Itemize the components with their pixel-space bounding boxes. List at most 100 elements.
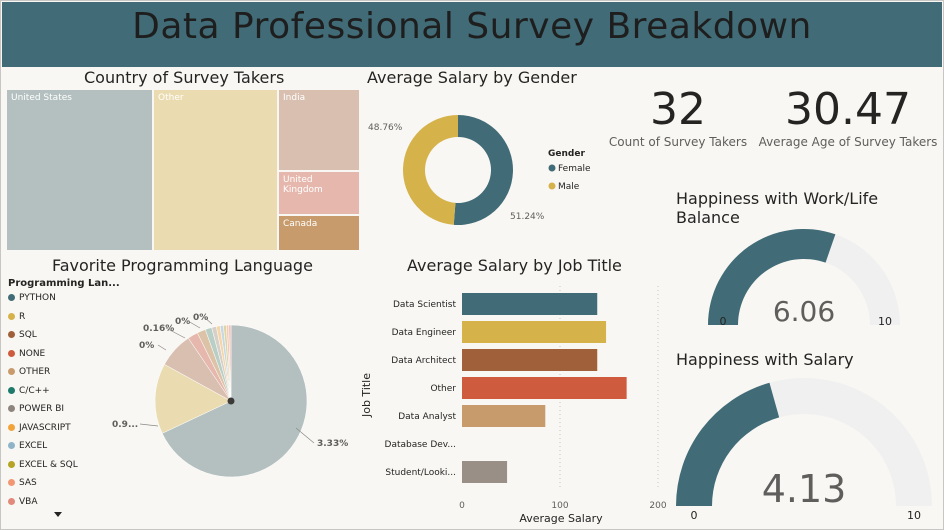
dashboard-header: Data Professional Survey Breakdown [2, 2, 942, 67]
job-bar-other[interactable] [462, 377, 627, 399]
gauge-value: 6.06 [773, 295, 835, 328]
legend-item-power-bi[interactable]: POWER BI [8, 404, 64, 414]
treemap-tile-united-states[interactable]: United States [6, 89, 153, 251]
legend-label: POWER BI [19, 404, 65, 414]
job-x-tick: 100 [551, 501, 568, 511]
pie-leader-lines [139, 316, 315, 444]
job-bar-data-architect[interactable] [462, 349, 598, 371]
job-x-axis-label: Average Salary [519, 512, 603, 525]
job-y-axis-label: Job Title [360, 373, 373, 418]
gauge-fill [676, 382, 780, 506]
job-bar-data-scientist[interactable] [462, 293, 598, 315]
job-bar-data-engineer[interactable] [462, 321, 607, 343]
job-chart-title: Average Salary by Job Title [407, 256, 622, 275]
job-bars: 0 100 200 Data Scientist Data Engineer Data A… [385, 286, 666, 511]
legend-dot [8, 479, 15, 486]
pie-slice-python[interactable] [161, 324, 308, 478]
legend-item-excel-sql[interactable]: EXCEL & SQL [8, 460, 78, 470]
pie-label-5: 0.9... [112, 420, 138, 430]
legend-item-none[interactable]: NONE [8, 349, 45, 359]
gauge-min-label: 0 [691, 509, 698, 522]
legend-label: SQL [19, 330, 37, 340]
legend-item-python[interactable]: PYTHON [8, 293, 56, 303]
legend-dot-female [548, 164, 556, 172]
language-legend-title: Programming Lan... [8, 278, 120, 289]
legend-dot [8, 386, 15, 394]
kpi-count-value: 32 [650, 84, 706, 135]
legend-item-vba[interactable]: VBA [8, 497, 38, 507]
job-x-tick: 0 [459, 501, 465, 511]
job-y-tick: Database Dev... [385, 440, 456, 450]
kpi-count-label: Count of Survey Takers [608, 135, 748, 149]
treemap-label: United States [11, 93, 72, 103]
job-bar-data-analyst[interactable] [462, 405, 546, 427]
treemap-tile-united-kingdom[interactable]: United Kingdom [278, 171, 360, 215]
legend-dot [8, 368, 15, 375]
legend-dot [8, 442, 15, 449]
legend-item-r[interactable]: R [8, 312, 25, 322]
donut-slice-male[interactable] [403, 115, 458, 225]
legend-label: VBA [19, 496, 38, 507]
language-pie-chart[interactable]: 0.16% 0% 0% 0% 0.9... 3.33% [100, 290, 360, 520]
legend-dot [8, 497, 15, 505]
female-pct-label: 51.24% [510, 212, 545, 222]
kpi-age-label: Average Age of Survey Takers [758, 135, 938, 149]
job-y-tick: Data Scientist [393, 300, 456, 310]
pie-label-2: 0% [175, 317, 190, 327]
legend-label: EXCEL [19, 441, 48, 451]
pie-center-dot [227, 397, 235, 405]
pie-slice-r[interactable] [154, 364, 232, 434]
treemap-tile-india[interactable]: India [278, 89, 360, 171]
dashboard-title: Data Professional Survey Breakdown [132, 6, 812, 47]
donut-slice-female[interactable] [453, 115, 513, 225]
treemap-label: Other [158, 93, 184, 103]
treemap-label: United Kingdom [283, 175, 323, 195]
legend-dot [8, 423, 15, 431]
legend-item-excel[interactable]: EXCEL [8, 441, 47, 451]
gender-legend-title: Gender [548, 149, 585, 159]
legend-item-c-c-[interactable]: C/C++ [8, 386, 50, 396]
gender-donut-chart[interactable]: 48.76% 51.24% Gender Female Male [360, 88, 600, 238]
legend-label: C/C++ [19, 385, 50, 396]
legend-item-javascript[interactable]: JAVASCRIPT [8, 423, 71, 433]
legend-dot [8, 460, 15, 468]
treemap-tile-other[interactable]: Other [153, 89, 278, 251]
gauge-worklife[interactable]: 6.06 0 10 [690, 228, 920, 328]
job-y-tick: Data Engineer [392, 328, 457, 338]
gauge-salary[interactable]: 4.13 0 10 [668, 372, 936, 524]
legend-item-sql[interactable]: SQL [8, 330, 37, 340]
gauge-value: 4.13 [762, 467, 847, 511]
legend-item-other[interactable]: OTHER [8, 367, 50, 377]
legend-dot [8, 331, 15, 338]
country-treemap[interactable]: United States Other India United Kingdom… [6, 89, 360, 251]
kpi-age-value: 30.47 [785, 84, 911, 135]
legend-dot [8, 294, 15, 301]
job-title-bar-chart[interactable]: Job Title Average Salary 0 100 200 Data Sci… [356, 280, 666, 528]
pie-slice-vba[interactable] [228, 324, 232, 402]
pie-slices [154, 324, 308, 478]
job-y-tick: Other [430, 384, 456, 394]
language-chart-title: Favorite Programming Language [52, 256, 313, 275]
legend-label-male[interactable]: Male [558, 182, 580, 192]
legend-dot [8, 349, 15, 357]
legend-dot [8, 312, 15, 320]
legend-label: EXCEL & SQL [19, 459, 78, 470]
pie-label-3: 0% [193, 313, 208, 323]
kpi-age-card: 30.47 Average Age of Survey Takers [756, 84, 940, 149]
legend-scroll-down-icon[interactable] [54, 512, 62, 517]
gender-chart-title: Average Salary by Gender [367, 68, 577, 87]
pie-label-6: 3.33% [317, 439, 348, 449]
legend-item-sas[interactable]: SAS [8, 478, 37, 488]
job-y-tick: Student/Looki... [385, 468, 456, 478]
legend-dot-male [548, 182, 556, 190]
legend-label: NONE [19, 348, 46, 359]
country-chart-title: Country of Survey Takers [84, 68, 285, 87]
gauge-fill [708, 229, 836, 325]
treemap-tile-canada[interactable]: Canada [278, 215, 360, 251]
job-bar-student-looki-[interactable] [462, 461, 508, 483]
treemap-label: India [283, 93, 306, 103]
donut-slices [403, 115, 513, 225]
legend-label-female[interactable]: Female [558, 164, 591, 174]
job-x-tick: 200 [649, 501, 666, 511]
gauge-min-label: 0 [720, 315, 727, 328]
